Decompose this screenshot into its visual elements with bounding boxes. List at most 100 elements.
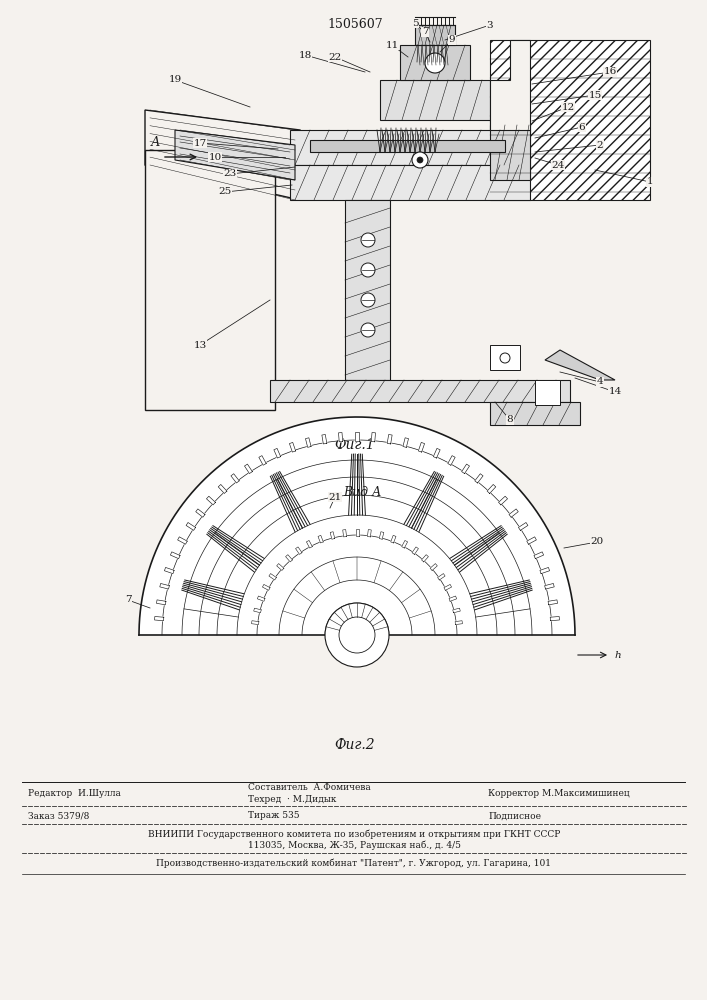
Polygon shape — [170, 552, 180, 559]
Polygon shape — [498, 496, 508, 505]
Polygon shape — [343, 530, 346, 537]
Bar — [490, 125, 530, 180]
Text: 23: 23 — [223, 169, 237, 178]
Polygon shape — [322, 434, 327, 444]
Text: 17: 17 — [194, 138, 206, 147]
Polygon shape — [155, 616, 164, 621]
Circle shape — [425, 53, 445, 73]
Circle shape — [361, 293, 375, 307]
Circle shape — [361, 263, 375, 277]
Polygon shape — [540, 567, 549, 574]
Polygon shape — [231, 474, 239, 483]
Text: 1505607: 1505607 — [327, 18, 382, 31]
Polygon shape — [254, 608, 261, 613]
Text: 14: 14 — [609, 387, 621, 396]
Polygon shape — [139, 417, 575, 635]
Polygon shape — [433, 448, 440, 458]
Polygon shape — [462, 464, 469, 474]
Polygon shape — [490, 40, 650, 200]
Text: 8: 8 — [507, 416, 513, 424]
Text: 24: 24 — [551, 160, 565, 169]
Polygon shape — [257, 596, 265, 601]
Polygon shape — [550, 616, 559, 621]
Bar — [310, 140, 505, 152]
Text: 20: 20 — [590, 538, 604, 546]
Polygon shape — [452, 608, 460, 613]
Polygon shape — [318, 535, 323, 543]
Polygon shape — [196, 509, 205, 517]
Text: Корректор М.Максимишинец: Корректор М.Максимишинец — [488, 788, 630, 798]
Polygon shape — [544, 583, 554, 589]
Text: 113035, Москва, Ж-35, Раушская наб., д. 4/5: 113035, Москва, Ж-35, Раушская наб., д. … — [247, 840, 460, 850]
Polygon shape — [145, 110, 300, 200]
Text: 22: 22 — [328, 52, 341, 62]
Text: 4: 4 — [597, 377, 603, 386]
Polygon shape — [371, 433, 375, 442]
Polygon shape — [165, 567, 174, 574]
Polygon shape — [448, 456, 455, 465]
Text: 15: 15 — [588, 91, 602, 100]
Bar — [535, 380, 560, 405]
Polygon shape — [306, 540, 312, 548]
Text: 3: 3 — [486, 20, 493, 29]
Text: 25: 25 — [218, 188, 232, 196]
Polygon shape — [438, 574, 445, 580]
Bar — [490, 402, 580, 425]
Polygon shape — [403, 438, 409, 447]
Polygon shape — [368, 530, 371, 537]
Circle shape — [361, 323, 375, 337]
Text: 1: 1 — [647, 178, 653, 186]
Bar — [145, 150, 275, 410]
Polygon shape — [177, 537, 187, 544]
Polygon shape — [534, 552, 544, 559]
Polygon shape — [218, 484, 227, 493]
Polygon shape — [421, 555, 428, 562]
Text: Редактор  И.Шулла: Редактор И.Шулла — [28, 788, 121, 798]
Polygon shape — [545, 350, 615, 380]
Polygon shape — [402, 540, 408, 548]
Polygon shape — [518, 523, 528, 530]
Text: Фиг.2: Фиг.2 — [334, 738, 375, 752]
Circle shape — [339, 617, 375, 653]
Polygon shape — [475, 474, 483, 483]
Polygon shape — [276, 564, 284, 570]
Polygon shape — [339, 433, 343, 442]
Circle shape — [361, 233, 375, 247]
Bar — [400, 45, 470, 80]
Text: Техред  · М.Дидык: Техред · М.Дидык — [248, 796, 337, 804]
Polygon shape — [455, 621, 462, 625]
Text: Фиг.1: Фиг.1 — [334, 438, 375, 452]
Text: Тираж 535: Тираж 535 — [248, 812, 300, 820]
Polygon shape — [305, 438, 311, 447]
Polygon shape — [449, 596, 457, 601]
Circle shape — [412, 152, 428, 168]
Polygon shape — [419, 442, 425, 452]
Text: Заказ 5379/8: Заказ 5379/8 — [28, 812, 89, 820]
Polygon shape — [412, 547, 419, 554]
Text: 7: 7 — [124, 595, 132, 604]
Text: 19: 19 — [168, 76, 182, 85]
Bar — [345, 200, 390, 380]
Polygon shape — [387, 434, 392, 444]
Polygon shape — [259, 456, 267, 465]
Text: 6: 6 — [579, 122, 585, 131]
Bar — [270, 380, 570, 402]
Text: 18: 18 — [298, 50, 312, 60]
Text: ВНИИПИ Государственного комитета по изобретениям и открытиям при ГКНТ СССР: ВНИИПИ Государственного комитета по изоб… — [148, 829, 560, 839]
Polygon shape — [186, 523, 196, 530]
Polygon shape — [206, 496, 216, 505]
Polygon shape — [509, 509, 518, 517]
Circle shape — [325, 603, 389, 667]
Bar — [490, 345, 520, 370]
Polygon shape — [262, 584, 270, 590]
Bar — [290, 165, 530, 200]
Polygon shape — [487, 484, 496, 493]
Polygon shape — [490, 40, 530, 130]
Polygon shape — [330, 532, 334, 539]
Polygon shape — [356, 529, 358, 536]
Text: 21: 21 — [328, 492, 341, 502]
Polygon shape — [355, 432, 358, 441]
Polygon shape — [269, 574, 276, 580]
Polygon shape — [430, 564, 438, 570]
Text: Составитель  А.Фомичева: Составитель А.Фомичева — [248, 784, 370, 792]
